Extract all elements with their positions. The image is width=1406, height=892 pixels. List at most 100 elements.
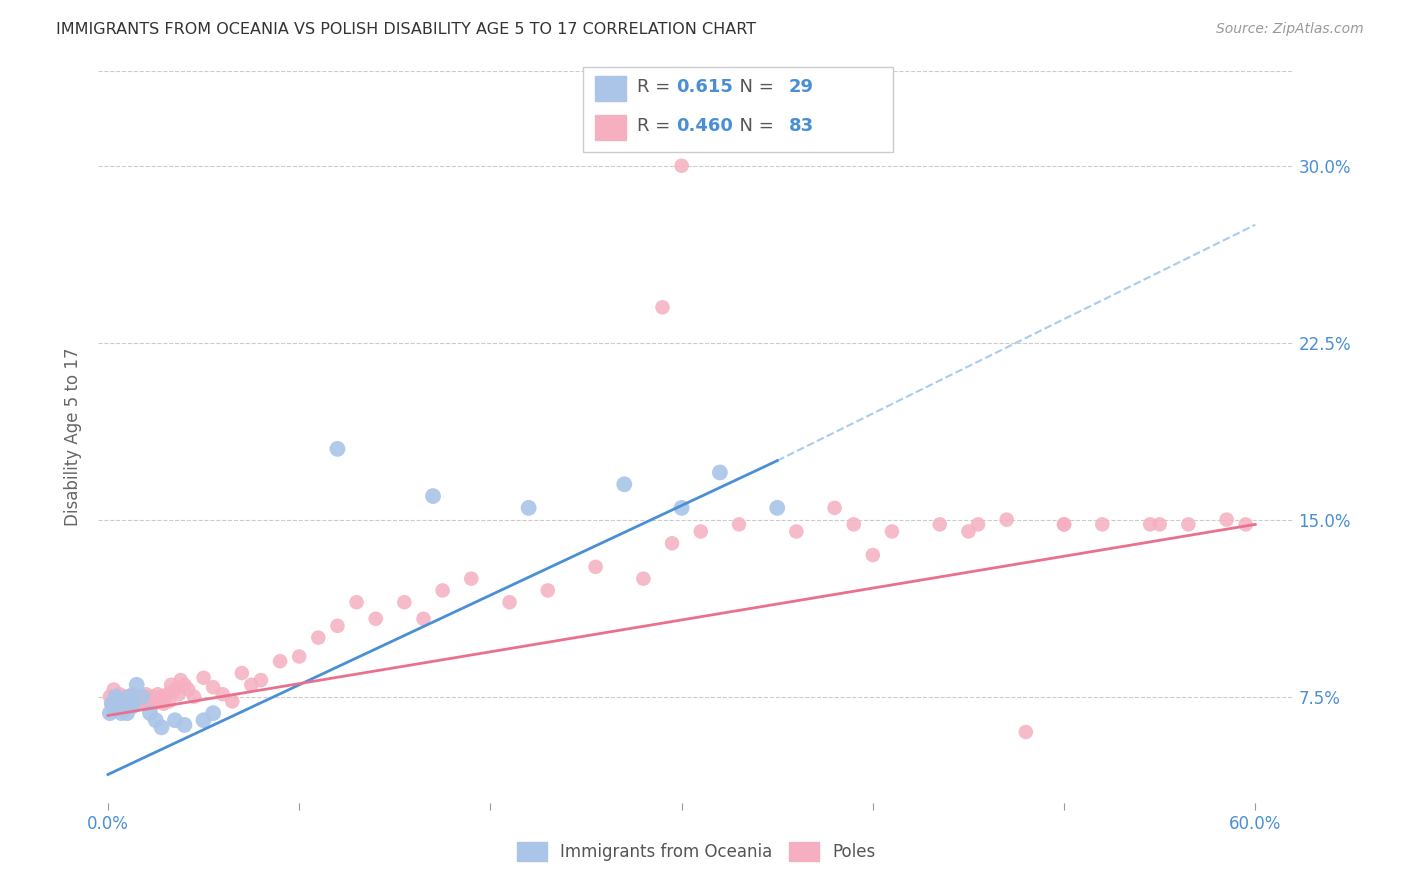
Point bbox=[202, 706, 225, 720]
Point bbox=[129, 697, 152, 711]
Point bbox=[671, 500, 693, 515]
Point bbox=[108, 687, 131, 701]
Point bbox=[824, 500, 846, 515]
Point bbox=[785, 524, 807, 539]
Point bbox=[169, 673, 191, 687]
Point bbox=[155, 690, 177, 704]
Point bbox=[177, 682, 200, 697]
Point bbox=[157, 694, 180, 708]
Point bbox=[498, 595, 520, 609]
Point bbox=[141, 690, 163, 704]
Point bbox=[125, 694, 148, 708]
Point bbox=[173, 718, 195, 732]
Point bbox=[118, 690, 141, 704]
Point bbox=[103, 682, 125, 697]
Point bbox=[150, 720, 173, 734]
Point bbox=[1149, 517, 1171, 532]
Point bbox=[120, 692, 142, 706]
Point bbox=[103, 701, 125, 715]
Point bbox=[193, 671, 215, 685]
Point bbox=[104, 690, 127, 704]
Point bbox=[307, 631, 329, 645]
Point bbox=[101, 697, 124, 711]
Text: 0.460: 0.460 bbox=[676, 117, 733, 135]
Point bbox=[146, 687, 169, 701]
Point bbox=[766, 500, 789, 515]
Point bbox=[112, 697, 135, 711]
Point bbox=[394, 595, 416, 609]
Text: N =: N = bbox=[728, 78, 780, 95]
Point bbox=[135, 687, 157, 701]
Point bbox=[1177, 517, 1199, 532]
Point bbox=[250, 673, 273, 687]
Point bbox=[326, 619, 349, 633]
Point bbox=[1234, 517, 1257, 532]
Text: R =: R = bbox=[637, 78, 676, 95]
Point bbox=[671, 159, 693, 173]
Point bbox=[202, 680, 225, 694]
Point bbox=[689, 524, 711, 539]
Point bbox=[98, 706, 121, 720]
Point bbox=[661, 536, 683, 550]
Point bbox=[862, 548, 884, 562]
Point bbox=[136, 692, 159, 706]
Point bbox=[115, 694, 138, 708]
Text: 0.615: 0.615 bbox=[676, 78, 733, 95]
Point bbox=[107, 694, 129, 708]
Point bbox=[240, 678, 263, 692]
Point bbox=[269, 654, 291, 668]
Text: IMMIGRANTS FROM OCEANIA VS POLISH DISABILITY AGE 5 TO 17 CORRELATION CHART: IMMIGRANTS FROM OCEANIA VS POLISH DISABI… bbox=[56, 22, 756, 37]
Point bbox=[651, 301, 673, 315]
Point bbox=[108, 701, 131, 715]
Point bbox=[1015, 725, 1038, 739]
Point bbox=[967, 517, 990, 532]
Point bbox=[139, 694, 162, 708]
Point bbox=[131, 690, 153, 704]
Point bbox=[125, 678, 148, 692]
Point bbox=[121, 699, 143, 714]
Point bbox=[120, 694, 142, 708]
Text: N =: N = bbox=[728, 117, 780, 135]
Point bbox=[1053, 517, 1076, 532]
Point bbox=[1139, 517, 1161, 532]
Point bbox=[995, 513, 1018, 527]
Point bbox=[288, 649, 311, 664]
Point bbox=[1091, 517, 1114, 532]
Point bbox=[150, 690, 173, 704]
Point bbox=[145, 713, 167, 727]
Point bbox=[842, 517, 865, 532]
Point bbox=[183, 690, 205, 704]
Point bbox=[134, 694, 156, 708]
Point bbox=[1215, 513, 1237, 527]
Point bbox=[107, 694, 129, 708]
Legend: Immigrants from Oceania, Poles: Immigrants from Oceania, Poles bbox=[510, 835, 882, 868]
Point bbox=[173, 678, 195, 692]
Point bbox=[142, 697, 165, 711]
Point bbox=[211, 687, 233, 701]
Point bbox=[326, 442, 349, 456]
Point bbox=[128, 692, 150, 706]
Point bbox=[613, 477, 636, 491]
Point bbox=[928, 517, 950, 532]
Point bbox=[346, 595, 368, 609]
Point bbox=[231, 666, 253, 681]
Point bbox=[432, 583, 454, 598]
Point bbox=[1053, 517, 1076, 532]
Point bbox=[709, 466, 731, 480]
Point bbox=[98, 690, 121, 704]
Point bbox=[880, 524, 903, 539]
Point bbox=[110, 692, 132, 706]
Point bbox=[957, 524, 980, 539]
Text: 29: 29 bbox=[789, 78, 814, 95]
Point bbox=[537, 583, 560, 598]
Point bbox=[101, 697, 124, 711]
Point bbox=[422, 489, 444, 503]
Text: Source: ZipAtlas.com: Source: ZipAtlas.com bbox=[1216, 22, 1364, 37]
Point bbox=[118, 699, 141, 714]
Point bbox=[364, 612, 387, 626]
Point bbox=[139, 706, 162, 720]
Point bbox=[110, 706, 132, 720]
Text: 83: 83 bbox=[789, 117, 814, 135]
Point bbox=[221, 694, 243, 708]
Point bbox=[114, 690, 136, 704]
